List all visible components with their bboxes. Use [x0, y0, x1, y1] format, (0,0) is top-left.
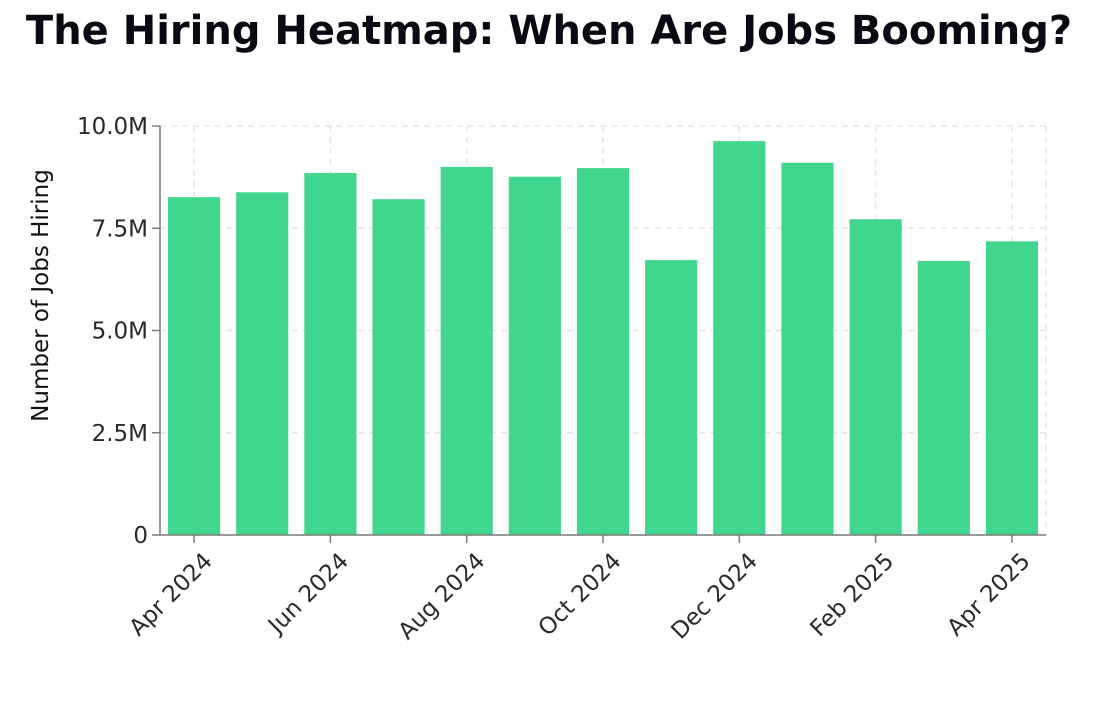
bar [168, 197, 221, 535]
x-tick-label: Apr 2024 [125, 548, 218, 641]
bar [985, 241, 1038, 535]
x-tick-label: Aug 2024 [394, 548, 491, 645]
chart-title: The Hiring Heatmap: When Are Jobs Boomin… [25, 8, 1073, 54]
bar [440, 166, 493, 535]
y-tick-label: 0 [133, 523, 148, 549]
y-tick-label: 5.0M [92, 319, 148, 345]
x-tick-label: Apr 2025 [942, 548, 1035, 641]
bar [508, 176, 561, 535]
bar [713, 141, 766, 535]
bar [917, 260, 970, 535]
bar [236, 192, 289, 535]
y-tick-label: 2.5M [92, 421, 148, 447]
y-tick-label: 7.5M [92, 216, 148, 242]
bar [304, 173, 357, 535]
x-tick-label: Oct 2024 [534, 548, 627, 641]
bar [849, 219, 902, 535]
x-tick-label: Feb 2025 [805, 548, 899, 642]
bar [781, 162, 834, 535]
bar [645, 260, 698, 535]
bar [576, 168, 630, 535]
y-tick-label: 10.0M [77, 114, 148, 140]
x-tick-label: Dec 2024 [667, 548, 763, 644]
bar-series [168, 141, 1038, 535]
x-tick-label: Jun 2024 [262, 548, 354, 640]
bar [372, 199, 425, 535]
y-axis-title: Number of Jobs Hiring [28, 169, 54, 422]
